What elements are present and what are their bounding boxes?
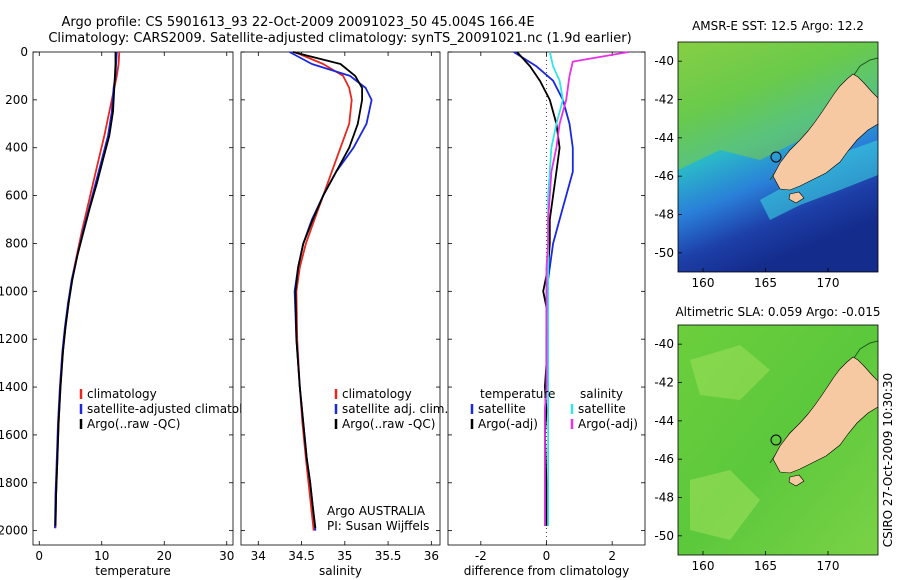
sst-map-title: AMSR-E SST: 12.5 Argo: 12.2 <box>692 19 864 33</box>
x-tick-label: 34.5 <box>288 549 315 563</box>
sla-map: Altimetric SLA: 0.059 Argo: -0.015 160 16… <box>654 305 880 573</box>
map-y-tick-label: -48 <box>654 491 674 505</box>
map-x-tick-label: 170 <box>817 559 840 573</box>
map-y-tick-label: -42 <box>654 93 674 107</box>
legend-title: temperature <box>480 387 555 401</box>
map-x-tick-label: 165 <box>754 276 777 290</box>
map-y-tick-label: -50 <box>654 246 674 260</box>
sst-stewart-island <box>788 191 805 204</box>
y-tick-label: 1600 <box>0 428 28 442</box>
x-axis-label: temperature <box>95 564 170 578</box>
sst-map-axes: 160 165 170 -40 -42 -44 -46 -48 -50 <box>654 54 839 290</box>
legend-label: climatology <box>342 387 412 401</box>
x-tick-label: -2 <box>475 549 487 563</box>
x-tick-label: 34 <box>251 549 266 563</box>
series-line <box>292 51 364 529</box>
x-tick-label: 35.5 <box>375 549 402 563</box>
sla-light-patch-2 <box>690 470 760 540</box>
x-tick-label: 10 <box>94 549 109 563</box>
sla-map-axes: 160 165 170 -40 -42 -44 -46 -48 -50 <box>654 337 839 573</box>
legend-label: Argo(-adj) <box>578 417 638 431</box>
x-tick-label: 0 <box>543 549 551 563</box>
map-x-tick-label: 160 <box>692 276 715 290</box>
legend-label: satellite adj. clim. <box>342 402 448 416</box>
panel-frame <box>32 51 234 546</box>
map-y-tick-label: -50 <box>654 529 674 543</box>
series-line <box>54 52 117 526</box>
legend-label: satellite <box>478 402 526 416</box>
y-tick-label: 1800 <box>0 476 28 490</box>
y-tick-label: 1400 <box>0 380 28 394</box>
x-tick-label: 35 <box>337 549 352 563</box>
map-x-tick-label: 160 <box>692 559 715 573</box>
map-y-tick-label: -48 <box>654 208 674 222</box>
sla-stewart-island <box>788 474 805 487</box>
x-tick-label: 0 <box>35 549 43 563</box>
map-y-tick-label: -40 <box>654 337 674 351</box>
y-tick-label: 600 <box>5 189 28 203</box>
legend-label: satellite-adjusted climatology <box>87 402 265 416</box>
y-tick-label: 0 <box>20 45 28 59</box>
sst-map: AMSR-E SST: 12.5 Argo: 12.2 160 165 170 -40… <box>654 19 879 290</box>
sst-argo-marker <box>770 151 782 163</box>
annotation-text: Argo AUSTRALIA <box>327 504 426 518</box>
map-y-tick-label: -44 <box>654 414 674 428</box>
x-tick-label: 20 <box>157 549 172 563</box>
header-line1: Argo profile: CS 5901613_93 22-Oct-2009 … <box>61 15 534 30</box>
x-axis-label: difference from climatology <box>464 564 630 578</box>
sst-cyan-band <box>760 140 878 220</box>
sst-map-frame <box>677 41 879 273</box>
y-tick-label: 1200 <box>0 332 28 346</box>
salinity-panel: 34 34.5 35 35.5 36 salinity climatologysatelli… <box>240 51 448 578</box>
credit-label: CSIRO 27-Oct-2009 10:30:30 <box>881 373 895 547</box>
map-y-tick-label: -42 <box>654 376 674 390</box>
legend-title: salinity <box>580 387 623 401</box>
temperature-panel: 0 200 400 600 800 1000 1200 1400 1600 1800 2000 0 10… <box>0 45 265 578</box>
panel-frame <box>240 51 441 546</box>
y-tick-label: 2000 <box>0 524 28 538</box>
sla-light-patch <box>690 345 770 400</box>
annotation-text: PI: Susan Wijffels <box>327 519 429 533</box>
x-axis-label: salinity <box>319 564 362 578</box>
sla-map-frame <box>677 324 879 556</box>
legend-label: climatology <box>87 387 157 401</box>
series-line <box>544 51 629 526</box>
map-y-tick-label: -46 <box>654 452 674 466</box>
sla-south-island <box>772 356 878 474</box>
legend-label: Argo(..raw -QC) <box>342 417 435 431</box>
y-tick-label: 400 <box>5 141 28 155</box>
sst-south-island <box>772 73 878 191</box>
sla-argo-marker <box>770 434 782 446</box>
map-y-tick-label: -46 <box>654 169 674 183</box>
legend-label: Argo(..raw -QC) <box>87 417 180 431</box>
sla-map-title: Altimetric SLA: 0.059 Argo: -0.015 <box>675 305 880 319</box>
x-tick-label: 30 <box>219 549 234 563</box>
x-tick-label: 2 <box>608 549 616 563</box>
map-x-tick-label: 170 <box>817 276 840 290</box>
map-x-tick-label: 165 <box>754 559 777 573</box>
y-tick-label: 800 <box>5 236 28 250</box>
map-y-tick-label: -40 <box>654 54 674 68</box>
y-tick-label: 1000 <box>0 284 28 298</box>
legend-label: satellite <box>578 402 626 416</box>
header-line2: Climatology: CARS2009. Satellite-adjuste… <box>48 31 631 46</box>
y-tick-label: 200 <box>5 93 28 107</box>
map-y-tick-label: -44 <box>654 131 674 145</box>
x-tick-label: 36 <box>424 549 439 563</box>
legend-label: Argo(-adj) <box>478 417 538 431</box>
